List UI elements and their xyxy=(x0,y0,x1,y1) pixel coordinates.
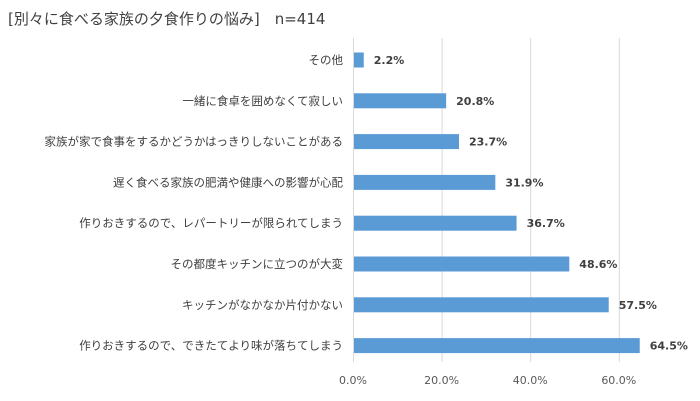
x-tick-label: 0.0% xyxy=(339,374,367,387)
bar xyxy=(354,134,459,150)
x-tick-label: 40.0% xyxy=(513,374,548,387)
value-label: 20.8% xyxy=(456,95,494,108)
value-label: 64.5% xyxy=(650,340,688,353)
bar xyxy=(354,93,447,109)
grid-layer xyxy=(353,38,620,362)
bar xyxy=(354,338,640,354)
bar xyxy=(354,215,517,231)
category-label: 一緒に食卓を囲めなくて寂しい xyxy=(182,94,343,108)
x-tick-label: 60.0% xyxy=(601,374,636,387)
bar xyxy=(354,174,496,190)
category-label: 家族が家で食事をするかどうかはっきりしないことがある xyxy=(44,135,343,149)
value-label: 2.2% xyxy=(374,54,405,67)
bar xyxy=(354,297,609,313)
tick-layer: 0.0% 20.0% 40.0% 60.0% xyxy=(339,374,636,387)
value-label: 31.9% xyxy=(505,176,543,189)
category-label: その都度キッチンに立つのが大変 xyxy=(171,257,344,271)
category-label: 作りおきするので、できたてより味が落ちてしまう xyxy=(79,339,343,353)
value-label: 36.7% xyxy=(527,217,565,230)
category-label: 作りおきするので、レパートリーが限られてしまう xyxy=(79,216,343,230)
category-label: キッチンがなかなか片付かない xyxy=(182,298,343,312)
bar xyxy=(354,52,364,68)
label-layer: その他 2.2% 一緒に食卓を囲めなくて寂しい 20.8% 家族が家で食事をするかどうか… xyxy=(44,53,687,353)
category-label: その他 xyxy=(309,53,344,67)
value-label: 57.5% xyxy=(619,299,657,312)
value-label: 48.6% xyxy=(579,258,617,271)
chart-title: [別々に食べる家族の夕食作りの悩み] n=414 xyxy=(8,10,326,28)
x-tick-label: 20.0% xyxy=(424,374,459,387)
bar-layer xyxy=(354,52,640,354)
bar xyxy=(354,256,570,272)
value-label: 23.7% xyxy=(469,136,507,149)
category-label: 遅く食べる家族の肥満や健康への影響が心配 xyxy=(113,175,343,189)
